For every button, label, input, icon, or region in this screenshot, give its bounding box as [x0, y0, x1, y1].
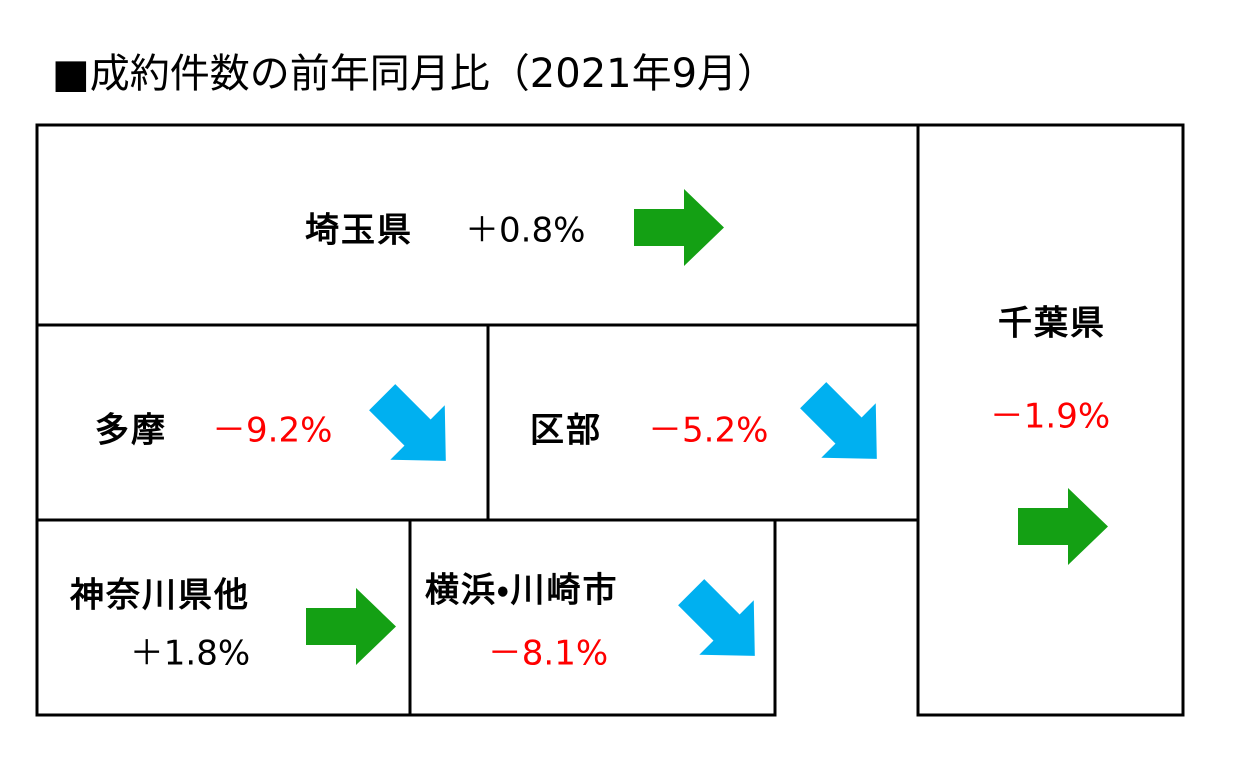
- region-change: －1.9%: [990, 397, 1110, 437]
- region-box: [408, 518, 777, 717]
- region-change: －9.2%: [212, 411, 332, 451]
- region-name: 多摩: [95, 411, 167, 451]
- region-change: －8.1%: [488, 634, 608, 674]
- title: ■成約件数の前年同月比（2021年9月）: [52, 51, 777, 97]
- region-change: ＋0.8%: [465, 211, 585, 251]
- region-name: 区部: [530, 411, 602, 451]
- region-change: ＋1.8%: [130, 634, 250, 674]
- region-name: 神奈川県他: [69, 576, 250, 616]
- region-change: －5.2%: [648, 411, 768, 451]
- region-name: 横浜・川崎市: [425, 571, 619, 611]
- region-name: 千葉県: [998, 304, 1106, 344]
- region-name: 埼玉県: [305, 211, 413, 251]
